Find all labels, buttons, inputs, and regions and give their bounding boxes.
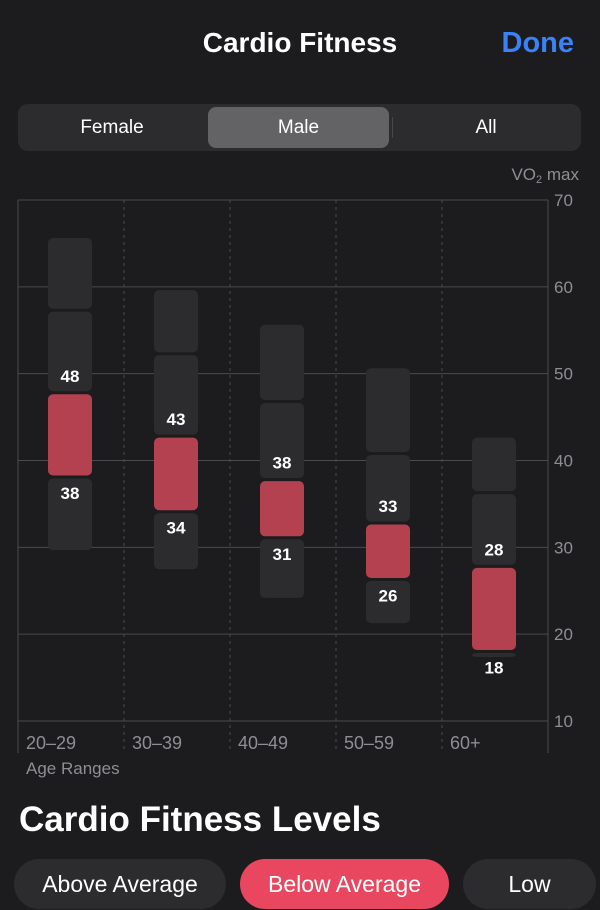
range-bar-highlight (366, 524, 410, 578)
range-bar-segment (366, 368, 410, 453)
range-bar-segment (260, 402, 304, 479)
y-tick-label: 10 (554, 712, 573, 731)
range-bar-segment (366, 580, 410, 624)
y-tick-label: 20 (554, 625, 573, 644)
x-tick-label: 30–39 (132, 733, 182, 753)
y-tick-label: 50 (554, 365, 573, 384)
unit-label-text: VO (511, 165, 537, 184)
range-bar-segment (472, 494, 516, 565)
y-tick-label: 40 (554, 452, 573, 471)
range-bar-highlight (260, 481, 304, 537)
navigation-bar: Cardio Fitness Done (0, 0, 600, 90)
y-axis-unit-label: VO2 max (511, 165, 579, 186)
range-bar-segment (48, 237, 92, 309)
y-tick-label: 30 (554, 538, 573, 557)
range-bar-segment (48, 311, 92, 392)
unit-label-subscript: 2 (536, 174, 543, 186)
x-tick-label: 60+ (450, 733, 481, 753)
range-bar-segment (154, 355, 198, 435)
range-high-label: 38 (273, 454, 292, 473)
range-low-label: 18 (485, 659, 504, 678)
page-title: Cardio Fitness (202, 27, 398, 58)
y-tick-label: 70 (554, 191, 573, 210)
level-above-average-button[interactable]: Above Average (14, 859, 226, 909)
range-low-label: 34 (167, 519, 186, 538)
segment-all[interactable]: All (475, 117, 497, 138)
x-tick-label: 20–29 (26, 733, 76, 753)
range-bar-segment (366, 455, 410, 522)
y-tick-label: 60 (554, 278, 573, 297)
range-bar-segment (472, 653, 516, 657)
unit-label-suffix: max (542, 165, 579, 184)
range-bar-segment (154, 513, 198, 570)
fitness-levels-title: Cardio Fitness Levels (19, 800, 381, 839)
range-high-label: 33 (379, 497, 398, 516)
range-low-label: 31 (273, 545, 292, 564)
range-bar-highlight (472, 567, 516, 651)
range-bar-highlight (48, 394, 92, 476)
range-bar-segment (472, 437, 516, 492)
level-below-average-button[interactable]: Below Average (240, 859, 449, 909)
level-low-button[interactable]: Low (463, 859, 596, 909)
segment-female[interactable]: Female (80, 117, 144, 138)
gender-segmented-control: Female Male All (18, 104, 581, 151)
range-high-label: 43 (167, 410, 186, 429)
range-bar-segment (154, 290, 198, 353)
segment-male[interactable]: Male (208, 107, 389, 148)
segment-divider (392, 117, 393, 138)
range-low-label: 26 (379, 586, 398, 605)
range-high-label: 28 (485, 540, 504, 559)
range-bar-segment (48, 478, 92, 551)
range-bar-segment (260, 539, 304, 598)
range-high-label: 48 (61, 367, 80, 386)
x-axis-title: Age Ranges (26, 759, 120, 778)
done-button[interactable]: Done (501, 27, 575, 59)
range-bar-segment (260, 324, 304, 400)
range-low-label: 38 (61, 484, 80, 503)
range-bar-highlight (154, 437, 198, 511)
x-tick-label: 40–49 (238, 733, 288, 753)
x-tick-label: 50–59 (344, 733, 394, 753)
cardio-fitness-chart: 10 20 30 40 50 60 70 20–29 30–39 40–49 50–59 60+ 38 4… (17, 191, 573, 753)
